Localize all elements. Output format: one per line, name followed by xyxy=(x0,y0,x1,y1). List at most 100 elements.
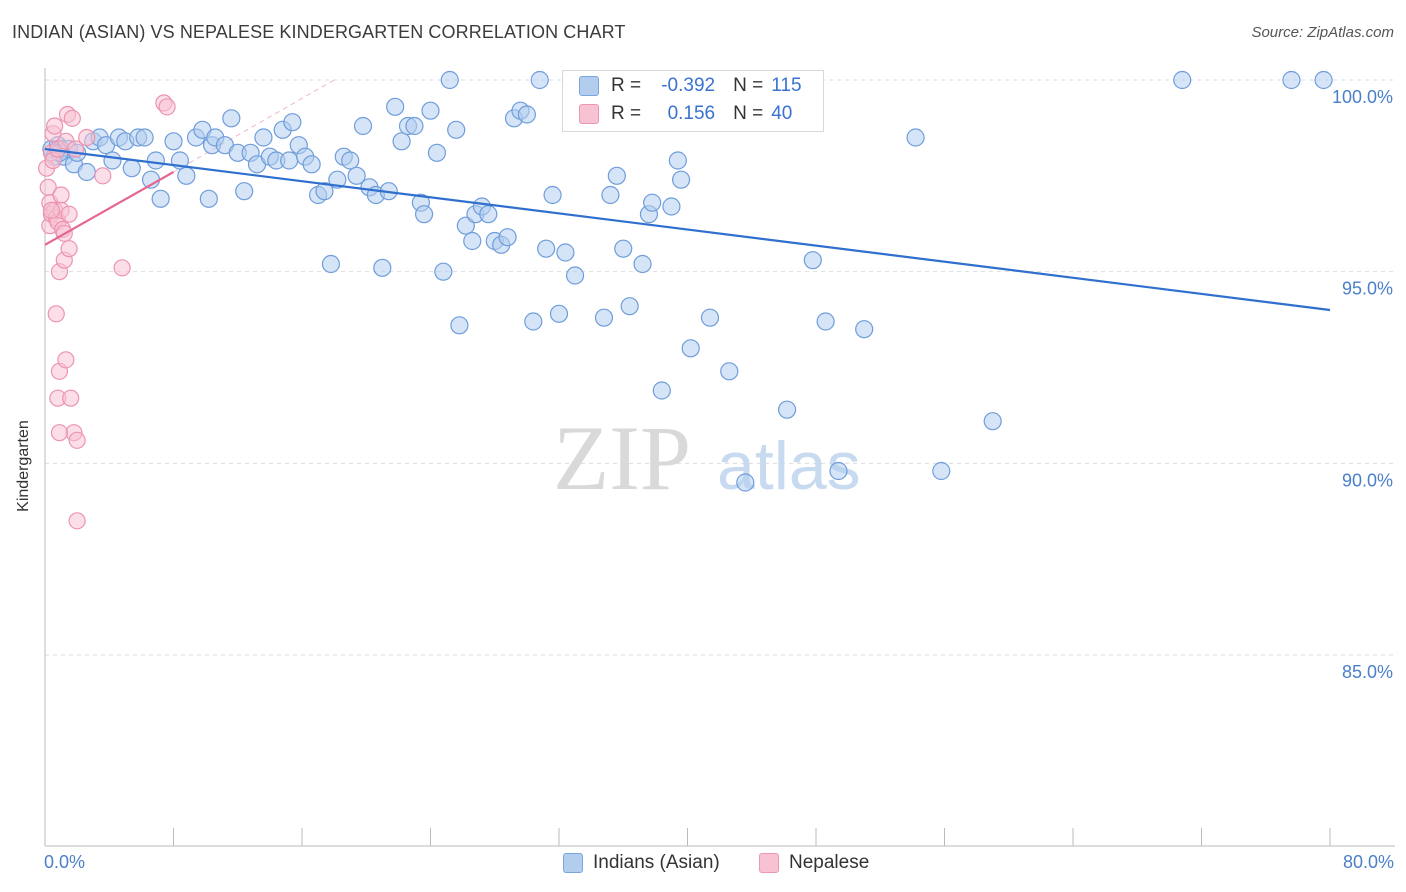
y-tick-label: 100.0% xyxy=(1332,87,1393,107)
data-point-indians xyxy=(816,312,835,331)
legend-row-indians: R = -0.392 N = 115 xyxy=(579,74,802,98)
data-point-nepalese xyxy=(78,128,96,147)
data-point-indians xyxy=(601,185,620,205)
data-point-nepalese xyxy=(63,109,81,127)
data-point-indians xyxy=(341,151,360,170)
data-point-nepalese xyxy=(57,351,75,369)
data-point-indians xyxy=(434,262,453,281)
data-point-indians xyxy=(594,308,614,327)
data-point-indians xyxy=(122,159,141,178)
data-point-nepalese xyxy=(60,205,78,223)
data-point-indians xyxy=(549,304,569,323)
data-point-nepalese xyxy=(50,424,69,442)
legend-item-nepalese[interactable]: Nepalese xyxy=(759,852,869,874)
data-point-indians xyxy=(668,151,687,170)
legend-n-value: 115 xyxy=(771,75,802,96)
data-point-nepalese xyxy=(46,117,64,135)
data-point-indians xyxy=(614,239,633,258)
series-nepalese-points xyxy=(38,94,176,530)
watermark: ZIP atlas xyxy=(553,407,861,509)
data-point-indians xyxy=(607,166,626,185)
data-point-indians xyxy=(414,205,434,224)
data-point-indians xyxy=(643,193,662,212)
data-point-indians xyxy=(347,166,366,185)
data-point-indians xyxy=(777,400,797,419)
data-point-nepalese xyxy=(60,240,78,258)
data-point-indians xyxy=(855,320,874,339)
data-point-indians xyxy=(405,116,424,136)
legend-r-label: R = xyxy=(611,103,642,124)
legend-n-value: 40 xyxy=(771,103,793,124)
data-point-indians xyxy=(530,70,549,90)
data-point-indians xyxy=(671,170,691,189)
trend-lines xyxy=(44,147,1331,312)
data-point-nepalese xyxy=(158,98,176,116)
data-point-indians xyxy=(556,243,575,262)
data-point-indians xyxy=(1282,70,1301,90)
data-point-indians xyxy=(427,143,447,162)
data-point-indians xyxy=(447,120,466,139)
data-point-indians xyxy=(932,461,951,481)
data-point-indians xyxy=(463,231,482,251)
data-point-indians xyxy=(662,197,681,216)
y-axis-title: Kindergarten xyxy=(15,420,32,512)
data-point-indians xyxy=(392,132,411,151)
y-tick-labels: 85.0% 90.0% 95.0% 100.0% xyxy=(1332,87,1393,682)
data-point-indians xyxy=(315,182,334,201)
data-point-nepalese xyxy=(113,259,131,277)
grid-lines xyxy=(45,79,1395,656)
trend-line-indians xyxy=(44,147,1331,312)
data-point-indians xyxy=(283,113,302,132)
data-point-indians xyxy=(440,70,459,90)
data-point-indians xyxy=(146,151,165,170)
data-point-indians xyxy=(254,128,273,147)
data-point-indians xyxy=(652,381,671,400)
legend-row-nepalese: R = 0.156 N = 40 xyxy=(579,102,792,126)
data-point-indians xyxy=(421,101,440,120)
legend-r-value: 0.156 xyxy=(667,103,716,124)
data-point-indians xyxy=(177,166,196,185)
data-point-nepalese xyxy=(68,512,86,530)
x-max-label: 80.0% xyxy=(1342,852,1394,872)
chart-title: INDIAN (ASIAN) VS NEPALESE KINDERGARTEN … xyxy=(12,22,626,42)
data-point-indians xyxy=(829,461,848,481)
data-point-indians xyxy=(321,254,341,274)
legend-r-label: R = xyxy=(611,75,642,96)
series-legend: Indians (Asian) Nepalese xyxy=(0,852,1406,878)
trend-line-nepalese xyxy=(44,171,175,246)
data-point-indians xyxy=(222,109,241,128)
data-point-indians xyxy=(517,105,536,124)
data-point-indians xyxy=(720,362,739,381)
data-point-indians xyxy=(1173,70,1192,90)
data-point-indians xyxy=(353,116,373,136)
reference-line xyxy=(173,79,335,173)
data-point-indians xyxy=(803,251,822,270)
data-point-nepalese xyxy=(52,186,70,204)
y-tick-label: 85.0% xyxy=(1342,662,1393,682)
data-point-indians xyxy=(620,297,639,316)
data-point-indians xyxy=(135,128,154,147)
data-point-indians xyxy=(681,339,700,358)
data-point-nepalese xyxy=(94,167,112,185)
data-point-indians xyxy=(700,308,720,327)
legend-swatch-blue xyxy=(563,853,583,873)
data-point-indians xyxy=(906,128,925,147)
data-point-indians xyxy=(524,312,543,331)
legend-swatch-pink xyxy=(579,104,599,124)
data-point-indians xyxy=(537,239,556,258)
data-point-nepalese xyxy=(62,389,80,407)
data-point-indians xyxy=(1314,70,1333,90)
legend-n-label: N = xyxy=(733,75,764,96)
legend-item-indians[interactable]: Indians (Asian) xyxy=(563,852,720,874)
watermark-zip: ZIP xyxy=(553,407,691,509)
legend-label-nepalese: Nepalese xyxy=(789,852,870,873)
y-tick-label: 95.0% xyxy=(1342,279,1393,299)
data-point-indians xyxy=(498,228,517,247)
data-point-nepalese xyxy=(42,201,61,219)
legend-swatch-blue xyxy=(579,76,599,96)
data-point-indians xyxy=(633,254,652,274)
data-point-indians xyxy=(164,132,183,151)
data-point-indians xyxy=(983,412,1002,431)
legend-label-indians: Indians (Asian) xyxy=(593,852,720,873)
